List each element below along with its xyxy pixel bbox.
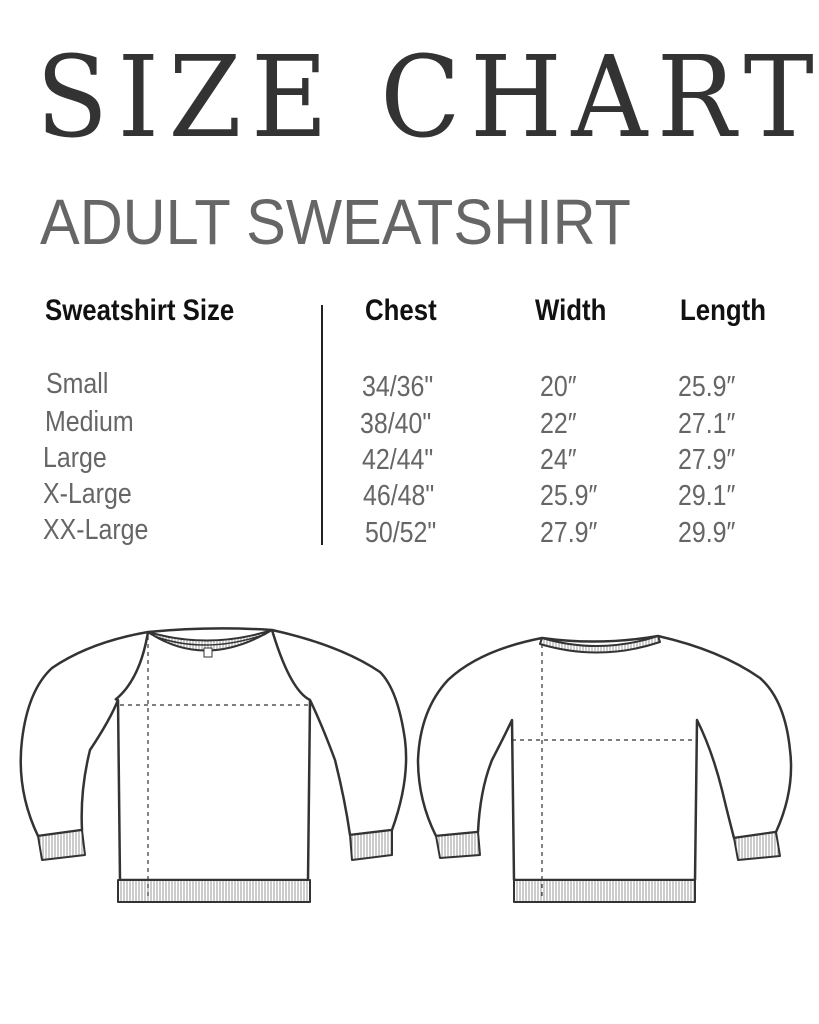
page-title: SIZE CHART	[36, 33, 819, 163]
chest-cell: 38/40"	[360, 408, 432, 440]
size-cell: Large	[43, 442, 107, 474]
size-cell: Medium	[45, 406, 134, 438]
width-cell: 20″	[540, 371, 577, 403]
header-size: Sweatshirt Size	[45, 294, 235, 327]
header-length: Length	[680, 294, 766, 327]
size-cell: XX-Large	[43, 514, 149, 546]
header-width: Width	[535, 294, 607, 327]
length-cell: 27.9″	[678, 444, 736, 476]
width-cell: 24″	[540, 444, 577, 476]
width-cell: 25.9″	[540, 480, 598, 512]
length-cell: 29.9″	[678, 517, 736, 549]
length-cell: 27.1″	[678, 408, 736, 440]
width-cell: 22″	[540, 408, 577, 440]
sweatshirt-back-drawing	[416, 634, 793, 903]
length-cell: 29.1″	[678, 480, 736, 512]
chest-cell: 50/52"	[365, 517, 437, 549]
size-cell: X-Large	[43, 478, 132, 510]
chest-cell: 42/44"	[362, 444, 434, 476]
width-cell: 27.9″	[540, 517, 598, 549]
sweatshirt-front-drawing	[19, 627, 408, 903]
header-chest: Chest	[365, 294, 437, 327]
sweatshirt-illustrations	[19, 627, 793, 903]
chest-cell: 34/36"	[362, 371, 434, 403]
size-cell: Small	[46, 368, 109, 400]
length-cell: 25.9″	[678, 371, 736, 403]
column-divider	[321, 305, 323, 545]
chest-cell: 46/48"	[363, 480, 435, 512]
page-subtitle: ADULT SWEATSHIRT	[40, 186, 631, 258]
